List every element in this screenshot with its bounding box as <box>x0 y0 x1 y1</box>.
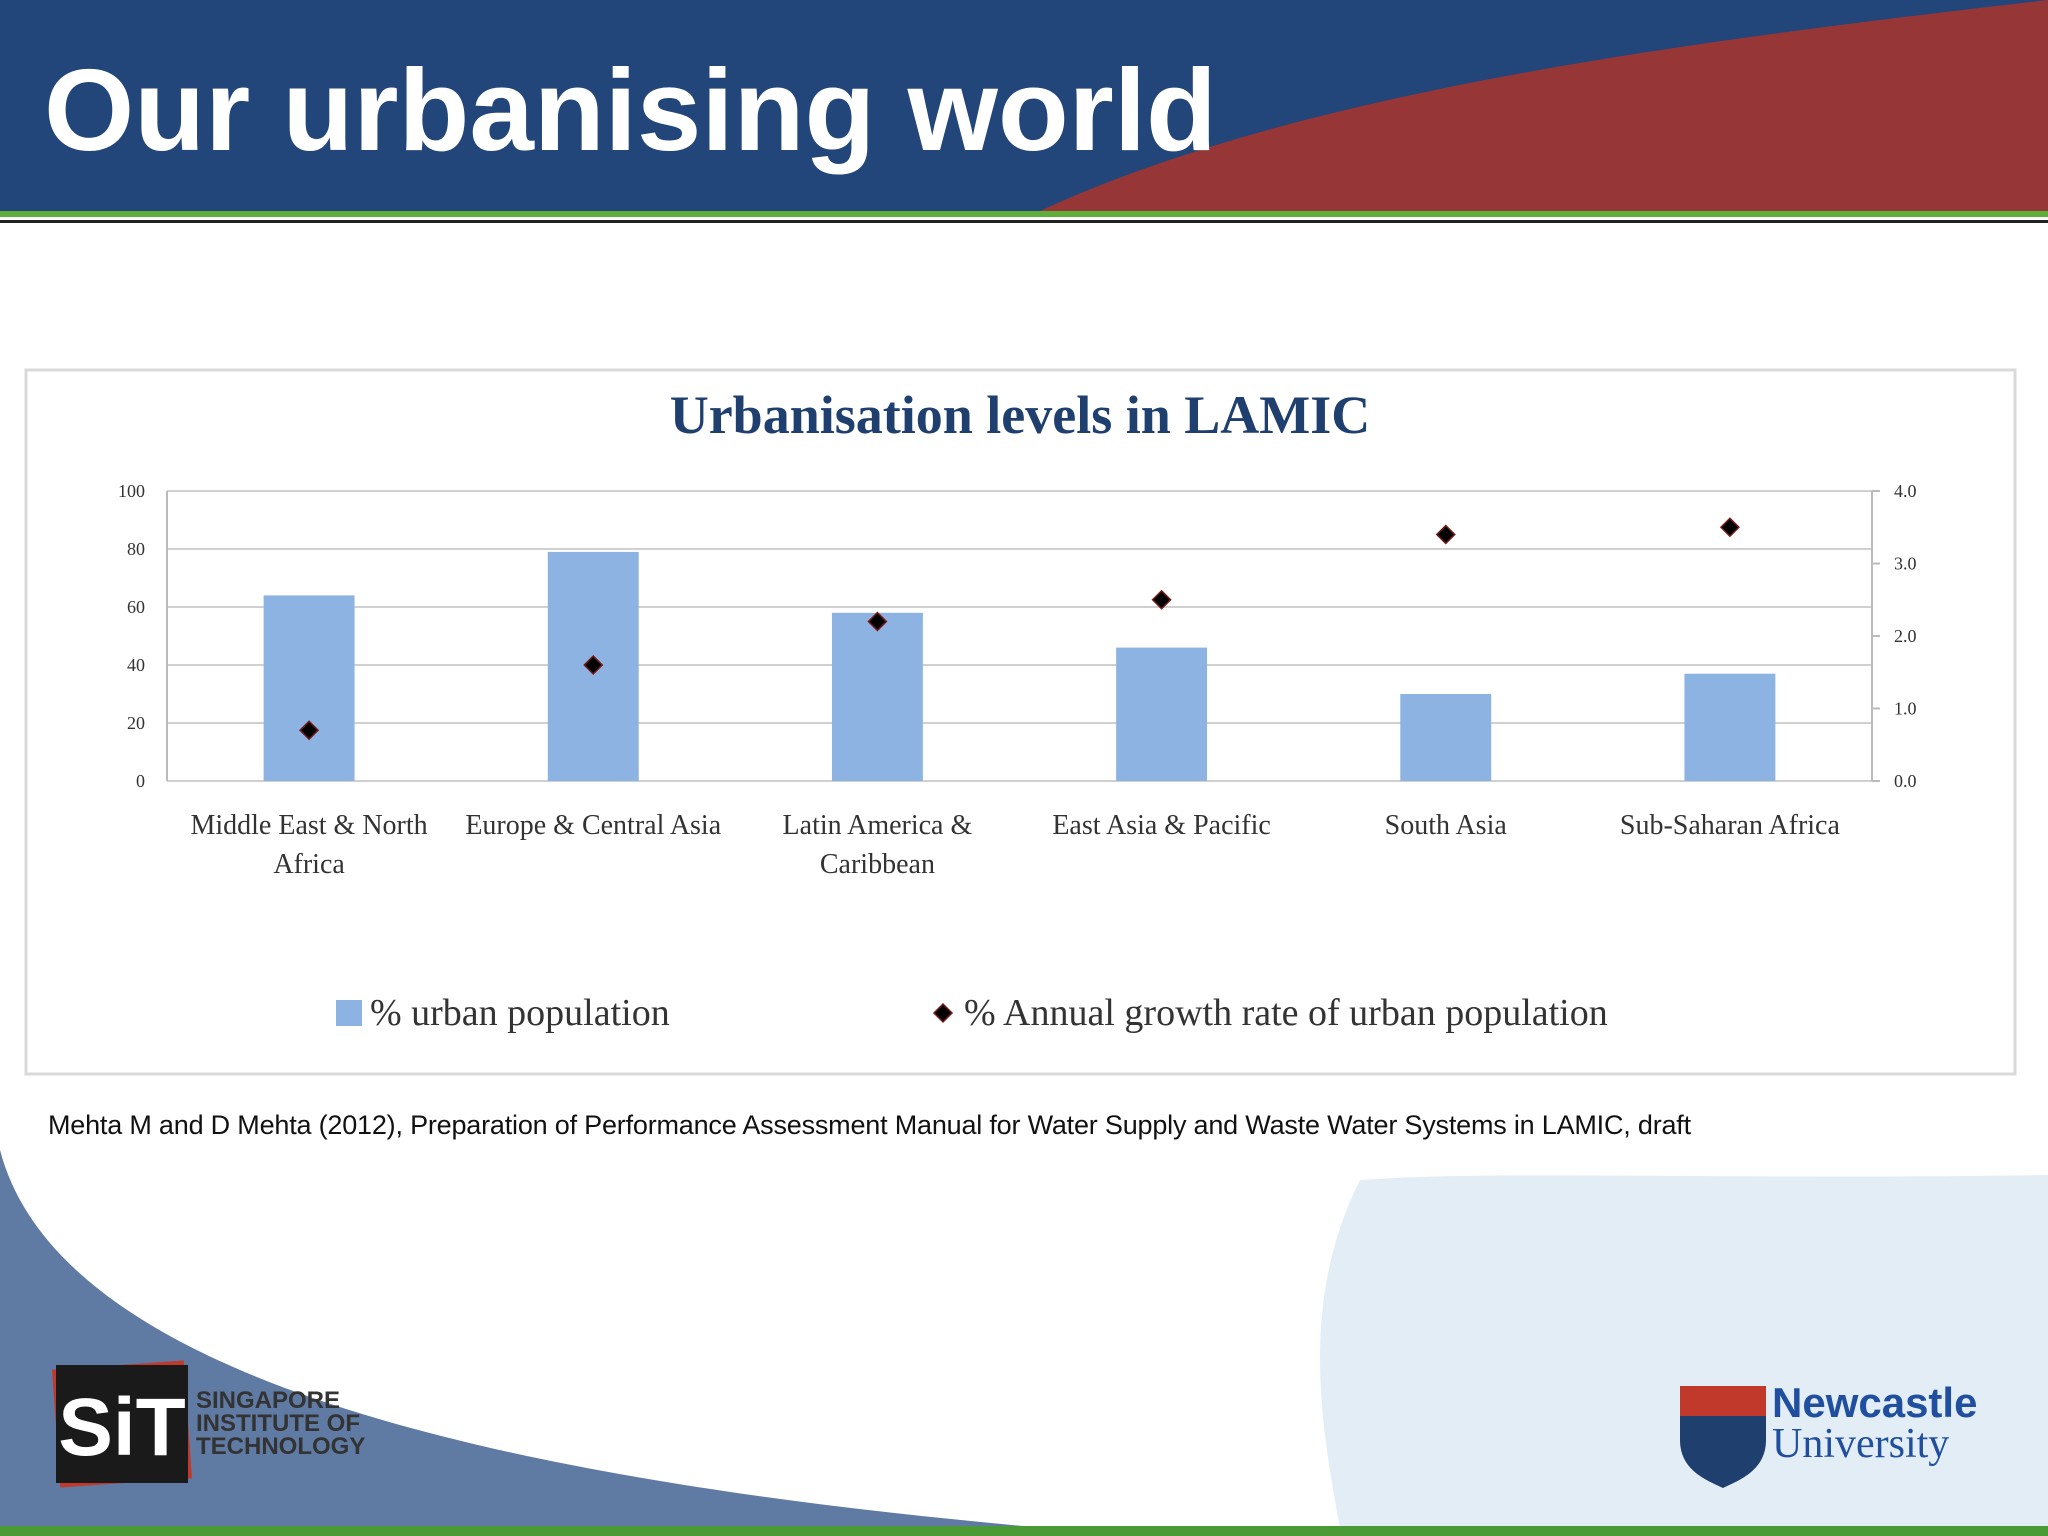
y-tick-label: 20 <box>127 713 145 733</box>
seal-watermark <box>1320 1175 2048 1528</box>
bar <box>1684 673 1776 781</box>
x-tick-label: Middle East & North Africa <box>190 810 428 880</box>
newcastle-logo-text: Newcastle <box>1772 1379 1977 1426</box>
corner-curve <box>0 1150 1045 1528</box>
x-tick-label: Europe & Central Asia <box>465 810 722 841</box>
sit-logo-text: INSTITUTE OF <box>196 1410 360 1437</box>
sit-logo-text: SINGAPORE <box>196 1387 340 1414</box>
x-tick-label: South Asia <box>1384 810 1507 841</box>
legend-swatch <box>336 1000 362 1026</box>
header-green-line <box>0 211 2048 217</box>
marker <box>1719 517 1740 538</box>
x-tick-label: East Asia & Pacific <box>1052 810 1271 841</box>
slide-title: Our urbanising world <box>44 45 1217 175</box>
sit-logo-mark: SiT <box>58 1382 186 1473</box>
header-swoosh <box>1040 0 2048 211</box>
marker <box>583 654 604 676</box>
newcastle-crest-top <box>1680 1386 1766 1416</box>
legend-label: % urban population <box>370 992 670 1034</box>
marker <box>1435 524 1456 545</box>
bar <box>1116 647 1208 781</box>
bar <box>263 595 355 781</box>
marker <box>867 611 888 632</box>
x-tick-label: Sub-Saharan Africa <box>1619 810 1840 841</box>
y-tick-label: 0 <box>136 771 145 791</box>
y-tick-label: 100 <box>118 481 145 501</box>
sit-logo-box <box>56 1365 188 1483</box>
y-tick-label: 80 <box>127 539 145 559</box>
citation: Mehta M and D Mehta (2012), Preparation … <box>48 1110 1691 1140</box>
y2-tick-label: 2.0 <box>1894 626 1917 646</box>
y2-tick-label: 4.0 <box>1894 481 1917 501</box>
newcastle-logo-text: University <box>1772 1421 1949 1467</box>
sit-logo-text: TECHNOLOGY <box>196 1433 365 1460</box>
header-dark-line <box>0 220 2048 223</box>
y-tick-label: 60 <box>127 597 145 617</box>
bar <box>831 612 923 781</box>
x-tick-label: Latin America & Caribbean <box>782 810 973 880</box>
marker <box>299 720 320 741</box>
chart-title: Urbanisation levels in LAMIC <box>670 385 1371 445</box>
y-tick-label: 40 <box>127 655 145 675</box>
y2-tick-label: 1.0 <box>1894 699 1917 719</box>
legend-swatch <box>932 1002 954 1024</box>
legend-label: % Annual growth rate of urban population <box>964 992 1608 1034</box>
marker <box>1151 589 1172 610</box>
bar <box>1400 694 1492 781</box>
footer-line <box>0 1526 2048 1536</box>
y2-tick-label: 3.0 <box>1894 554 1917 574</box>
y2-tick-label: 0.0 <box>1894 771 1917 791</box>
